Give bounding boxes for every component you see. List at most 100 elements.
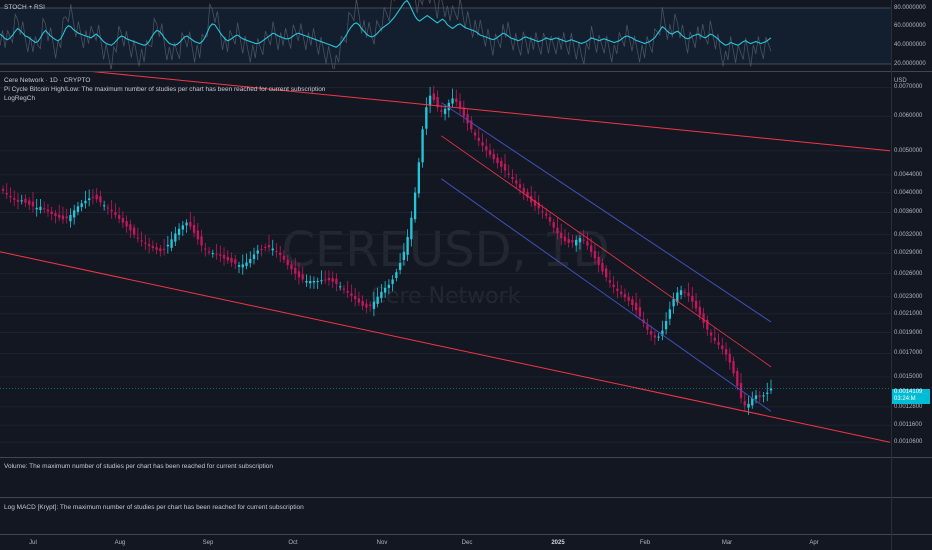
candle-body <box>545 213 548 216</box>
volume-label: Volume: The maximum number of studies pe… <box>4 463 274 470</box>
candle-body <box>95 194 98 200</box>
candle-body <box>383 287 387 293</box>
candle-body <box>747 403 750 408</box>
candle-body <box>522 187 525 193</box>
candle-body <box>724 349 728 355</box>
candle-body <box>222 254 226 259</box>
candle-body <box>102 205 106 207</box>
candle-body <box>353 295 357 300</box>
candle-body <box>140 240 143 242</box>
candle-body <box>769 388 773 391</box>
candle-body <box>391 279 394 285</box>
candle-body <box>192 225 196 233</box>
candle-body <box>207 251 211 253</box>
candle-body <box>702 313 705 323</box>
candle-body <box>560 232 563 239</box>
candle-body <box>279 252 282 256</box>
candle-body <box>376 296 379 304</box>
candle-body <box>117 215 121 219</box>
price-tick: 0.0036000 <box>894 209 923 216</box>
candle-body <box>713 337 716 341</box>
macd-pane[interactable]: Log MACD [Krypt]: The maximum number of … <box>0 498 891 534</box>
price-tick: 0.0017000 <box>894 350 923 357</box>
pane-separator[interactable] <box>0 457 932 458</box>
legend-pi-cycle[interactable]: Pi Cycle Bitcoin High/Low: The maximum n… <box>4 86 326 93</box>
candle-body <box>646 325 649 330</box>
candle-body <box>537 202 540 209</box>
candle-body <box>350 293 353 296</box>
candle-body <box>664 321 668 330</box>
volume-pane[interactable]: Volume: The maximum number of studies pe… <box>0 458 891 496</box>
candle-body <box>309 280 312 284</box>
candle-body <box>511 176 514 180</box>
candle-body <box>473 132 477 136</box>
candle-body <box>234 259 237 264</box>
candle-body <box>582 239 585 241</box>
candle-body <box>488 150 492 155</box>
price-tick: 0.0011600 <box>894 422 922 429</box>
candle-body <box>548 217 552 222</box>
candle-body <box>586 241 589 246</box>
candle-body <box>316 280 319 282</box>
candle-body <box>417 162 421 194</box>
candle-body <box>496 157 499 164</box>
price-tick: 0.0044000 <box>894 171 923 178</box>
rsi-line <box>0 0 772 48</box>
candle-body <box>215 253 218 255</box>
time-tick: 2025 <box>551 540 565 546</box>
candle-body <box>241 264 244 268</box>
candle-body <box>196 230 199 240</box>
channel-lower-line <box>0 251 891 443</box>
candle-body <box>683 291 686 293</box>
last-price-value: 0.0014109 <box>894 389 923 395</box>
candle-body <box>443 108 447 115</box>
candle-body <box>297 271 301 278</box>
candle-body <box>267 244 271 248</box>
legend-logregch[interactable]: LogRegCh <box>4 95 36 102</box>
candle-body <box>13 198 16 200</box>
candle-body <box>736 371 739 386</box>
candle-body <box>743 401 746 406</box>
candle-body <box>687 292 690 296</box>
candle-body <box>61 215 65 220</box>
candle-body <box>342 288 346 290</box>
candle-body <box>35 207 38 210</box>
candle-body <box>237 265 241 267</box>
candle-body <box>398 263 402 270</box>
candle-body <box>357 298 361 303</box>
candle-body <box>9 196 12 198</box>
candle-body <box>286 259 289 266</box>
price-chart-svg <box>0 72 891 443</box>
candle-body <box>245 262 248 266</box>
candle-body <box>575 239 578 246</box>
candle-body <box>590 245 593 252</box>
oscillator-title: STOCH + RSI <box>4 4 45 11</box>
candle-body <box>410 217 413 240</box>
time-tick: Nov <box>376 540 388 546</box>
candle-body <box>608 280 612 283</box>
countdown: 03:24:M <box>894 396 916 402</box>
candle-body <box>751 398 754 406</box>
candle-body <box>571 240 574 243</box>
candle-body <box>380 291 383 299</box>
candle-body <box>402 251 406 261</box>
candle-body <box>619 291 623 295</box>
candle-body <box>541 211 544 213</box>
candle-body <box>552 222 555 228</box>
candle-body <box>114 212 117 216</box>
candle-body <box>361 300 364 306</box>
price-tick: 0.0023000 <box>894 293 923 300</box>
pane-separator[interactable] <box>0 497 932 498</box>
price-tick: 0.0015000 <box>894 373 923 380</box>
candle-body <box>694 300 698 309</box>
price-pane[interactable]: CEREUSD, 1D Cere Network Cere Network · … <box>0 72 891 457</box>
candle-body <box>76 206 80 212</box>
candle-body <box>177 228 181 235</box>
osc-band-fill <box>0 8 891 64</box>
pane-separator[interactable] <box>0 71 932 72</box>
price-tick: 0.0060000 <box>894 113 923 120</box>
oscillator-svg <box>0 0 891 69</box>
candle-body <box>65 216 68 219</box>
legend-symbol[interactable]: Cere Network · 1D · CRYPTO <box>4 77 91 84</box>
candle-body <box>593 251 597 259</box>
